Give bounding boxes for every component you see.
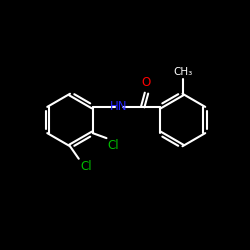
Text: Cl: Cl <box>108 140 119 152</box>
Text: O: O <box>142 76 151 89</box>
Text: HN: HN <box>110 100 128 114</box>
Text: Cl: Cl <box>80 160 92 173</box>
Text: CH₃: CH₃ <box>173 67 192 77</box>
